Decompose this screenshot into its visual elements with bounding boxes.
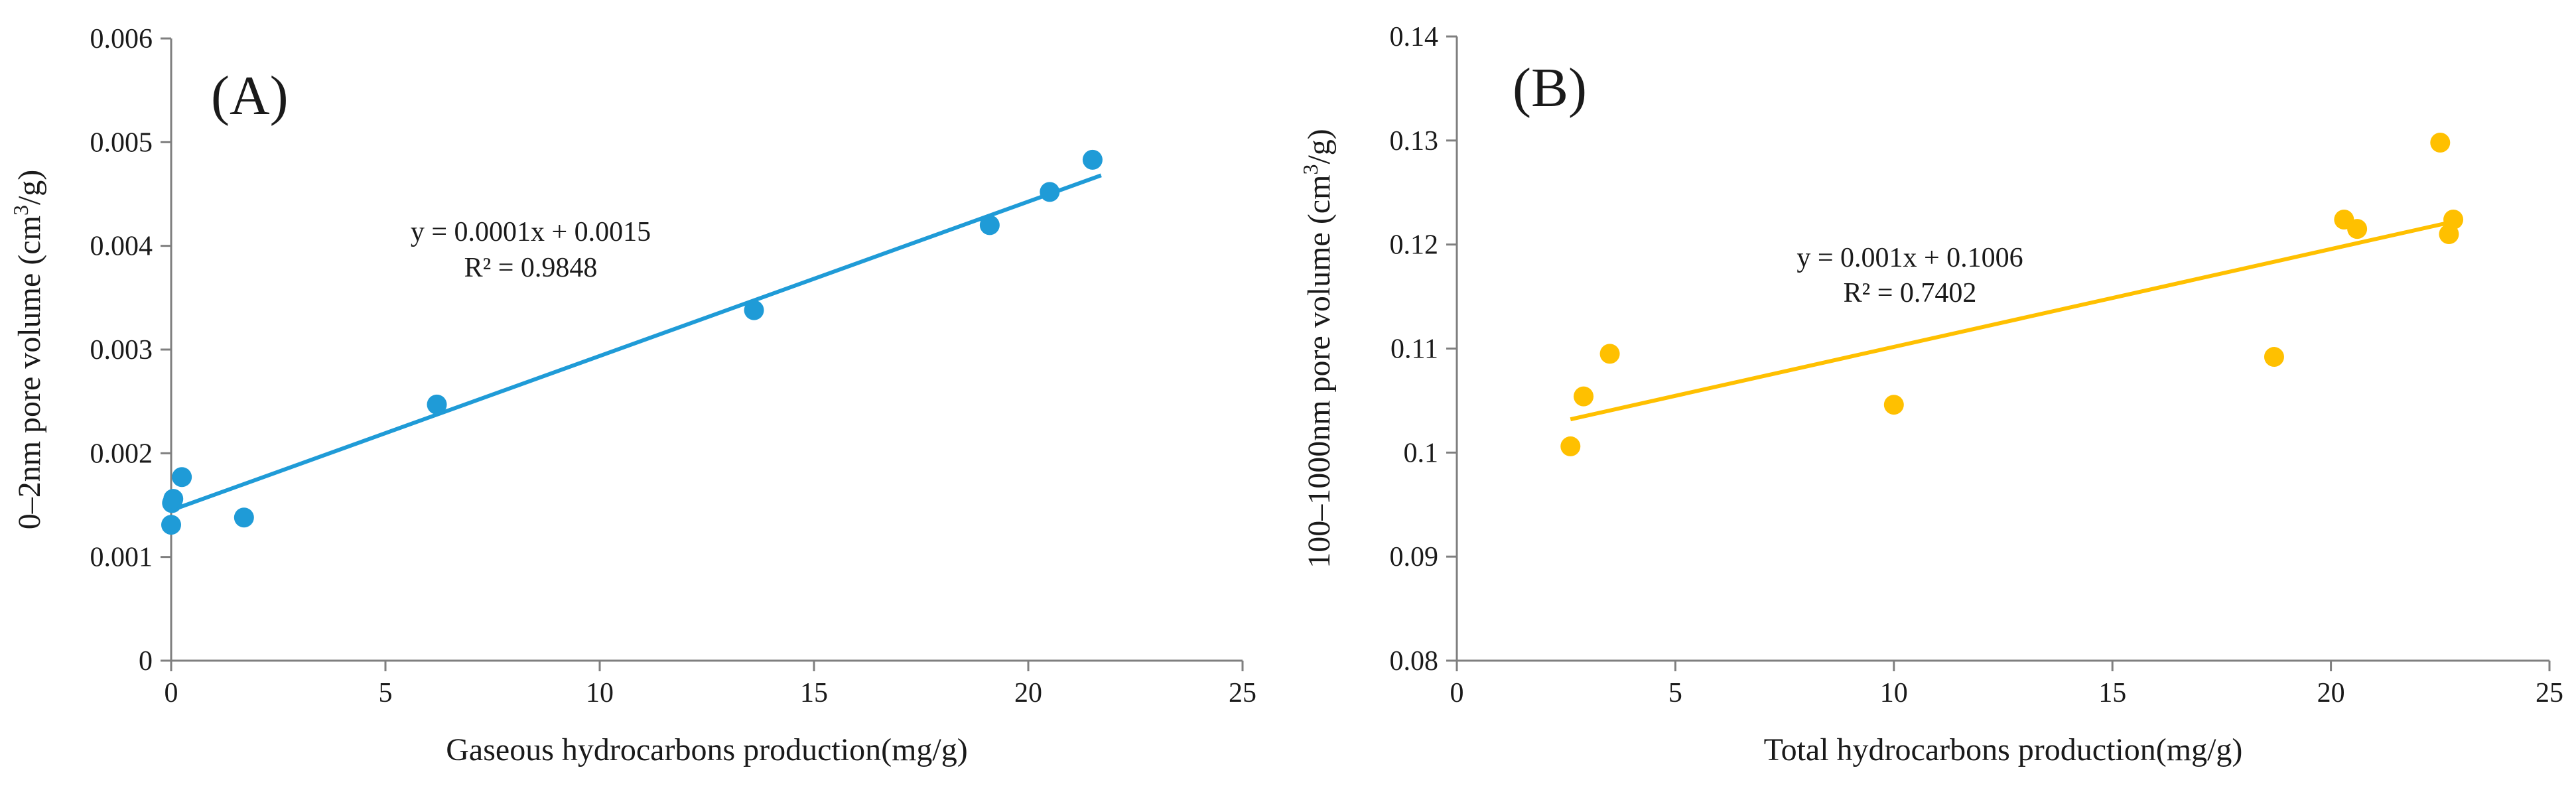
trendline-r-squared: R² = 0.7402	[1844, 278, 1977, 308]
chart-panel-a: 0 0.001 0.002 0.003 0.004 0.005 0.006 0 5 10 15 20 2…	[9, 24, 1256, 767]
y-tick-label: 0.09	[1390, 542, 1439, 572]
data-point	[979, 215, 1000, 235]
trendline-equation: y = 0.001x + 0.1006	[1796, 243, 2023, 273]
trendline-equation: y = 0.0001x + 0.0015	[411, 217, 651, 247]
x-tick-label: 15	[800, 678, 828, 708]
data-point	[161, 515, 181, 535]
y-axis-label-superscript: 3	[9, 205, 33, 216]
y-axis-label-main: 0–2nm pore volume (cm	[12, 216, 47, 529]
x-tick-label: 25	[2536, 678, 2563, 708]
y-tick-label: 0.006	[90, 24, 153, 54]
y-tick-label: 0.002	[90, 438, 153, 469]
y-axis-label-end: /g)	[1302, 129, 1337, 164]
x-tick-label: 20	[1014, 678, 1042, 708]
x-tick-label: 10	[586, 678, 614, 708]
data-point	[2347, 219, 2368, 239]
y-axis-label: 0–2nm pore volume (cm3/g)	[9, 170, 47, 530]
data-point	[1574, 386, 1594, 407]
data-point	[234, 507, 254, 528]
y-tick-label: 0.005	[90, 127, 153, 158]
data-point	[2430, 132, 2451, 153]
panel-label: (A)	[211, 65, 289, 127]
panel-label: (B)	[1513, 57, 1587, 119]
y-tick-label: 0.004	[90, 231, 153, 262]
trendline	[1570, 220, 2454, 422]
y-tick-label: 0.14	[1390, 22, 1439, 52]
y-axis-label-end: /g)	[12, 170, 47, 205]
y-tick-label: 0.1	[1404, 438, 1439, 468]
data-point	[163, 489, 184, 509]
x-axis-label: Total hydrocarbons production(mg/g)	[1764, 732, 2243, 767]
y-tick-label: 0	[139, 646, 153, 677]
y-tick-label: 0.08	[1390, 646, 1439, 677]
data-point	[1560, 436, 1581, 456]
data-point	[427, 394, 447, 415]
y-tick-label: 0.11	[1390, 334, 1438, 365]
data-point	[744, 300, 764, 320]
x-tick-label: 15	[2098, 678, 2126, 708]
data-point	[1040, 182, 1060, 202]
chart-b-svg: 0.08 0.09 0.1 0.11 0.12 0.13 0.14 0 5 10 15 20 25 Tot…	[1298, 22, 2563, 767]
y-tick-label: 0.13	[1390, 126, 1439, 157]
data-point	[2264, 347, 2284, 367]
x-tick-label: 10	[1880, 678, 1908, 708]
chart-panel-b: 0.08 0.09 0.1 0.11 0.12 0.13 0.14 0 5 10 15 20 25 Tot…	[1288, 0, 2576, 788]
data-point	[1082, 149, 1103, 170]
x-tick-label: 0	[165, 678, 178, 708]
x-tick-label: 20	[2317, 678, 2345, 708]
y-tick-label: 0.001	[90, 543, 153, 573]
y-tick-label: 0.003	[90, 335, 153, 365]
x-tick-label: 25	[1229, 678, 1256, 708]
trendline	[170, 173, 1102, 513]
y-axis-label: 100–1000nm pore volume (cm3/g)	[1298, 129, 1337, 568]
data-point	[1883, 395, 1904, 415]
data-point	[172, 467, 192, 488]
data-point	[1599, 344, 1620, 364]
y-axis-label-superscript: 3	[1298, 164, 1322, 175]
y-tick-label: 0.12	[1390, 230, 1439, 261]
x-axis-label: Gaseous hydrocarbons production(mg/g)	[446, 732, 968, 767]
x-tick-label: 0	[1450, 678, 1464, 708]
x-tick-label: 5	[379, 678, 393, 708]
trendline-r-squared: R² = 0.9848	[464, 253, 598, 283]
data-point	[2443, 210, 2464, 230]
x-tick-label: 5	[1668, 678, 1682, 708]
chart-a-svg: 0 0.001 0.002 0.003 0.004 0.005 0.006 0 5 10 15 20 2…	[9, 24, 1256, 767]
y-axis-label-main: 100–1000nm pore volume (cm	[1302, 175, 1337, 568]
